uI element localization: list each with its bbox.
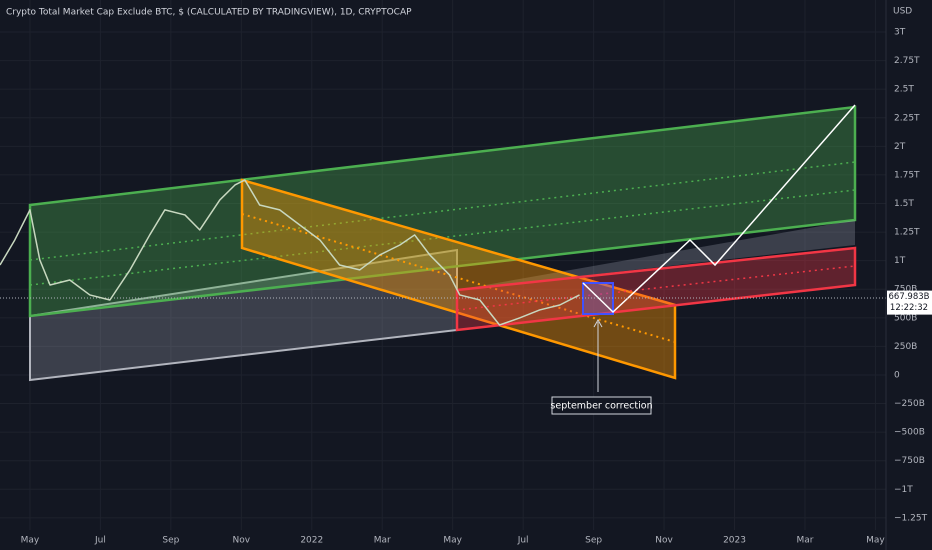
annotation-box [551,396,652,415]
x-tick-label: May [21,536,40,546]
grid [0,0,886,530]
red-channel [455,246,857,332]
y-tick-label: 2.25T [894,113,920,123]
x-tick-label: 2023 [723,536,746,546]
y-tick-label: 1.75T [894,170,920,180]
plot [0,179,580,326]
x-tick-label: May [866,536,885,546]
orange-channel [240,178,677,380]
y-tick-label: −1T [894,485,913,495]
price-tag [887,290,932,315]
countdown: 12:22:32 [890,303,928,313]
y-tick-label: 2.75T [894,56,920,66]
projection-path [582,104,856,314]
axes: −1.25T −1T −750B −500B −250B 0 250B 500B 750B 1T 1… [21,28,932,546]
y-tick-label: −1.25T [894,513,928,523]
price-label: 667.983B [889,292,930,302]
x-tick-label: Nov [655,536,673,546]
x-tick-label: Nov [233,536,251,546]
annotation: september correction [550,401,652,412]
y-tick-label: 1.5T [894,199,914,209]
chart-title: Crypto Total Market Cap Exclude BTC, $ (… [6,8,412,18]
y-tick-label: −500B [894,428,925,438]
arrow-head [593,318,603,328]
price-line [0,179,580,326]
y-tick-label: 1.25T [894,228,920,238]
x-tick-label: Mar [374,536,391,546]
x-tick-label: Sep [585,536,602,546]
y-tick-label: 750B [894,285,917,295]
gray-area [457,220,855,290]
x-tick-label: Sep [162,536,179,546]
mid-line [456,265,856,311]
y-tick-label: −250B [894,399,925,409]
y-tick-label: 1T [894,256,906,266]
x-tick-label: May [443,536,462,546]
y-tick-label: −750B [894,456,925,466]
y-tick-label: 500B [894,313,917,323]
y-tick-label: 250B [894,342,917,352]
x-tick-label: Jul [517,536,529,546]
y-tick-label: 2T [894,142,906,152]
currency: USD [893,7,912,17]
y-tick-label: 0 [894,370,900,380]
x-tick-label: 2022 [300,536,323,546]
y-tick-label: 3T [894,28,906,38]
x-tick-label: Jul [94,536,106,546]
x-tick-label: Mar [796,536,813,546]
mid-line [29,161,856,261]
y-tick-label: 2.5T [894,85,914,95]
